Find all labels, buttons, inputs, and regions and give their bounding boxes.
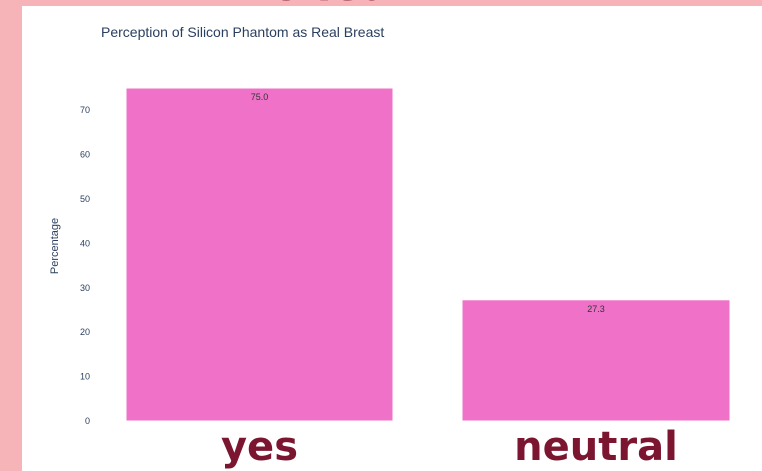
bar-yes [125, 87, 394, 422]
category-labels: yes neutral [221, 424, 678, 470]
y-tick-label: 40 [80, 238, 90, 248]
chart-title: Perception of Silicon Phantom as Real Br… [101, 24, 385, 40]
data-label-yes: 75.0 [251, 92, 269, 102]
category-label-neutral: neutral [514, 424, 678, 470]
data-labels: 75.0 27.3 [251, 92, 605, 314]
y-tick-label: 50 [80, 194, 90, 204]
y-tick-label: 0 [85, 416, 90, 426]
y-tick-label: 60 [80, 150, 90, 160]
category-label-yes: yes [221, 424, 298, 470]
y-tick-label: 70 [80, 105, 90, 115]
cropped-heading-text: to learn [250, 0, 444, 11]
y-tick-label: 30 [80, 283, 90, 293]
bars [125, 87, 731, 422]
y-axis-label: Percentage [49, 218, 61, 274]
y-tick-label: 20 [80, 327, 90, 337]
bar-neutral [461, 299, 731, 422]
data-label-neutral: 27.3 [587, 304, 605, 314]
y-axis-ticks: 0 10 20 30 40 50 60 70 [80, 105, 90, 426]
y-tick-label: 10 [80, 372, 90, 382]
